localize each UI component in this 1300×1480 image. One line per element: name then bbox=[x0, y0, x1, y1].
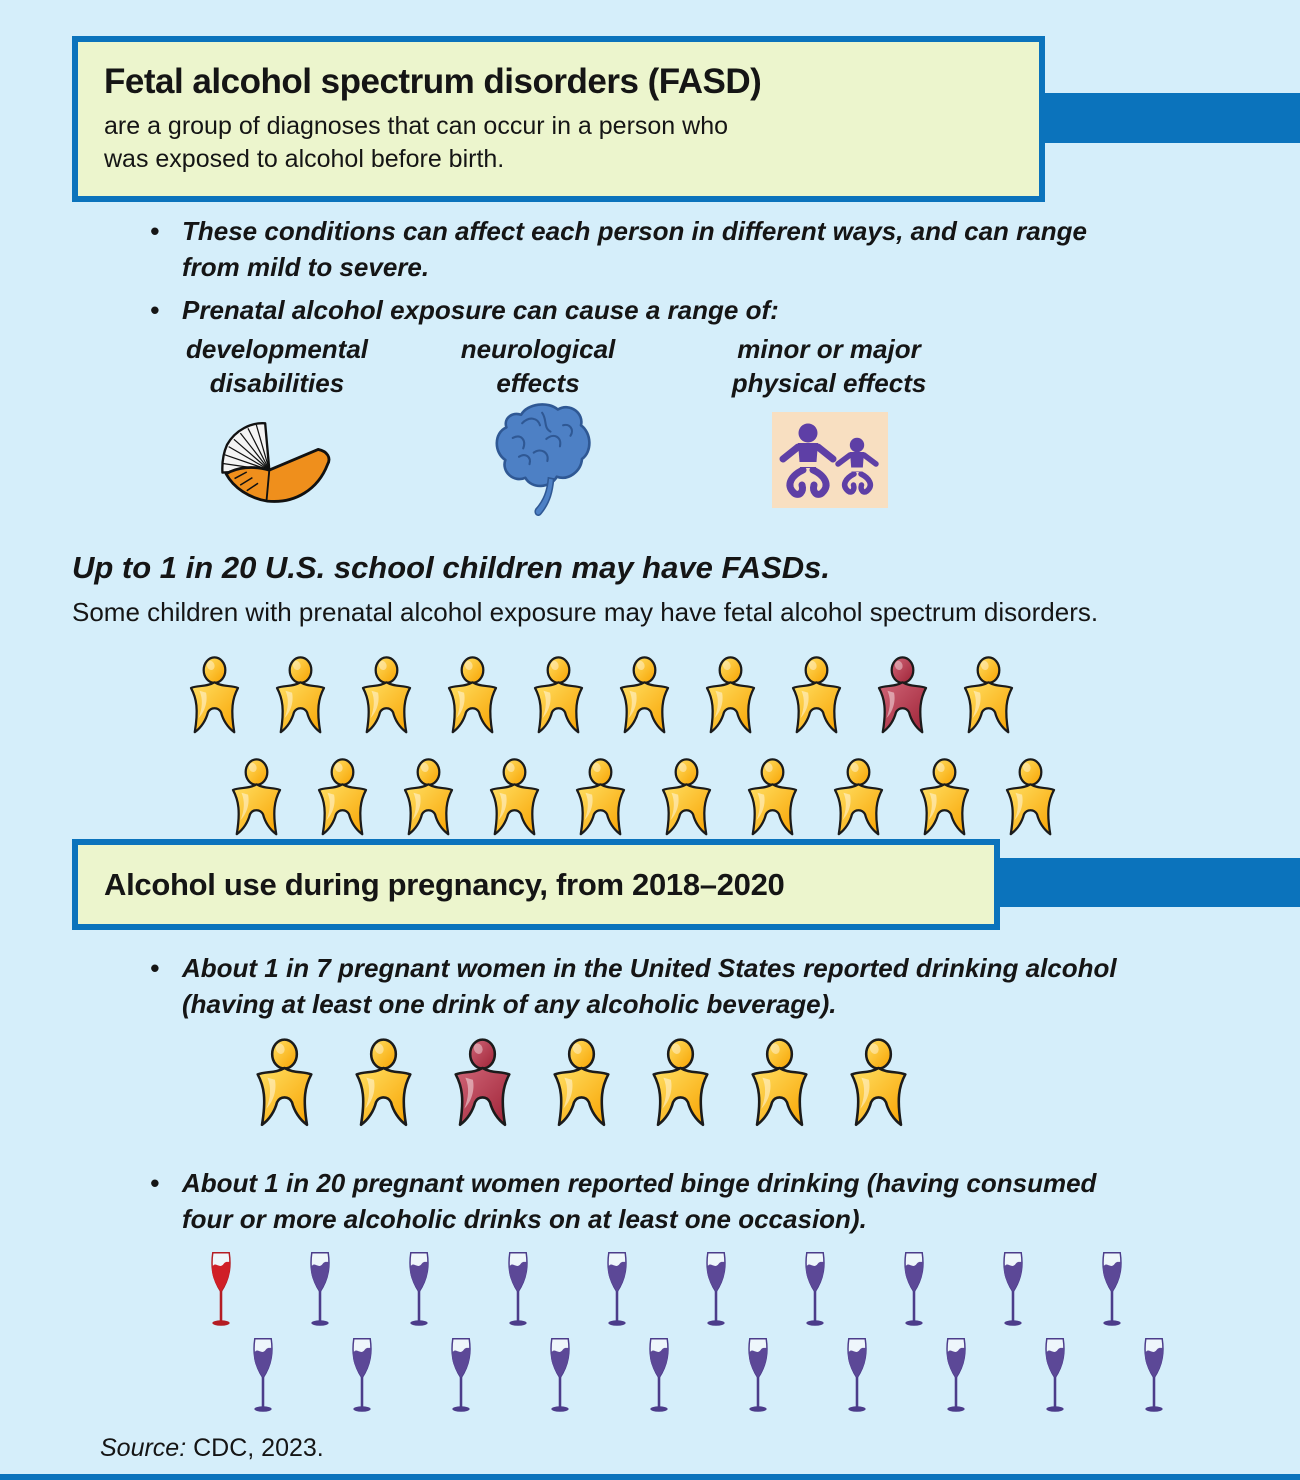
drinking-pictograph-row bbox=[252, 1038, 911, 1128]
wine-glass-icon bbox=[438, 1336, 484, 1420]
fasd-pictograph-row-1 bbox=[186, 656, 1017, 735]
person-icon bbox=[1002, 758, 1059, 837]
person-icon bbox=[486, 758, 543, 837]
source-note: Source: CDC, 2023. bbox=[100, 1434, 324, 1463]
fasd-stat-subheading: Some children with prenatal alcohol expo… bbox=[72, 597, 1099, 627]
person-icon bbox=[616, 656, 673, 735]
wine-glass-icon bbox=[990, 1250, 1036, 1334]
person-icon bbox=[830, 758, 887, 837]
wine-glass-icon bbox=[1032, 1336, 1078, 1420]
person-icon bbox=[744, 758, 801, 837]
wine-glass-icon bbox=[693, 1250, 739, 1334]
person-icon bbox=[272, 656, 329, 735]
book-icon bbox=[203, 410, 345, 518]
effect-label-physical: minor or major physical effects bbox=[731, 334, 927, 398]
person-icon bbox=[549, 1038, 614, 1128]
wine-glass-icon bbox=[396, 1250, 442, 1334]
person-icon bbox=[530, 656, 587, 735]
highlighted-person-icon bbox=[450, 1038, 515, 1128]
wine-glass-icon bbox=[834, 1336, 880, 1420]
person-icon bbox=[186, 656, 243, 735]
fasd-stat-heading: Up to 1 in 20 U.S. school children may h… bbox=[72, 550, 830, 585]
wine-glass-icon bbox=[636, 1336, 682, 1420]
source-text: CDC, 2023. bbox=[193, 1434, 324, 1462]
wine-glass-icon bbox=[735, 1336, 781, 1420]
person-icon bbox=[702, 656, 759, 735]
person-icon bbox=[351, 1038, 416, 1128]
wine-glass-icon bbox=[891, 1250, 937, 1334]
pregnancy-title: Alcohol use during pregnancy, from 2018–… bbox=[104, 866, 785, 902]
wine-glass-icon bbox=[594, 1250, 640, 1334]
fasd-header-box: Fetal alcohol spectrum disorders (FASD) … bbox=[72, 36, 1045, 202]
pregnancy-header-box: Alcohol use during pregnancy, from 2018–… bbox=[72, 839, 1000, 930]
person-icon bbox=[747, 1038, 812, 1128]
person-icon bbox=[444, 656, 501, 735]
effect-label-neurological: neurological effects bbox=[460, 334, 616, 398]
fasd-pictograph-row-2 bbox=[228, 758, 1059, 837]
wine-glass-icon bbox=[537, 1336, 583, 1420]
person-icon bbox=[916, 758, 973, 837]
bullet-conditions: These conditions can affect each person … bbox=[150, 213, 1087, 285]
person-icon bbox=[314, 758, 371, 837]
brain-icon bbox=[487, 398, 593, 524]
person-icon bbox=[252, 1038, 317, 1128]
person-icon bbox=[846, 1038, 911, 1128]
person-icon bbox=[400, 758, 457, 837]
person-icon bbox=[658, 758, 715, 837]
effect-label-developmental: developmental disabilities bbox=[185, 334, 369, 398]
wine-glass-icon bbox=[1089, 1250, 1135, 1334]
wine-glass-icon bbox=[933, 1336, 979, 1420]
person-icon bbox=[572, 758, 629, 837]
page-subtitle: are a group of diagnoses that can occur … bbox=[104, 112, 729, 173]
highlighted-person-icon bbox=[874, 656, 931, 735]
wine-glass-icon bbox=[240, 1336, 286, 1420]
bullet-drinking: About 1 in 7 pregnant women in the Unite… bbox=[150, 950, 1117, 1022]
bullet-binge: About 1 in 20 pregnant women reported bi… bbox=[150, 1165, 1096, 1237]
person-icon bbox=[960, 656, 1017, 735]
page-title: Fetal alcohol spectrum disorders (FASD) bbox=[104, 62, 762, 101]
source-label: Source: bbox=[100, 1434, 187, 1462]
person-icon bbox=[228, 758, 285, 837]
highlighted-wine-glass-icon bbox=[198, 1250, 244, 1334]
binge-pictograph-row-2 bbox=[240, 1336, 1177, 1420]
person-icon bbox=[358, 656, 415, 735]
babies-icon bbox=[772, 412, 888, 508]
binge-pictograph-row-1 bbox=[198, 1250, 1135, 1334]
wine-glass-icon bbox=[792, 1250, 838, 1334]
person-icon bbox=[648, 1038, 713, 1128]
wine-glass-icon bbox=[1131, 1336, 1177, 1420]
wine-glass-icon bbox=[339, 1336, 385, 1420]
wine-glass-icon bbox=[495, 1250, 541, 1334]
person-icon bbox=[788, 656, 845, 735]
wine-glass-icon bbox=[297, 1250, 343, 1334]
footer-strip bbox=[0, 1474, 1300, 1480]
bullet-exposure: Prenatal alcohol exposure can cause a ra… bbox=[150, 292, 779, 328]
